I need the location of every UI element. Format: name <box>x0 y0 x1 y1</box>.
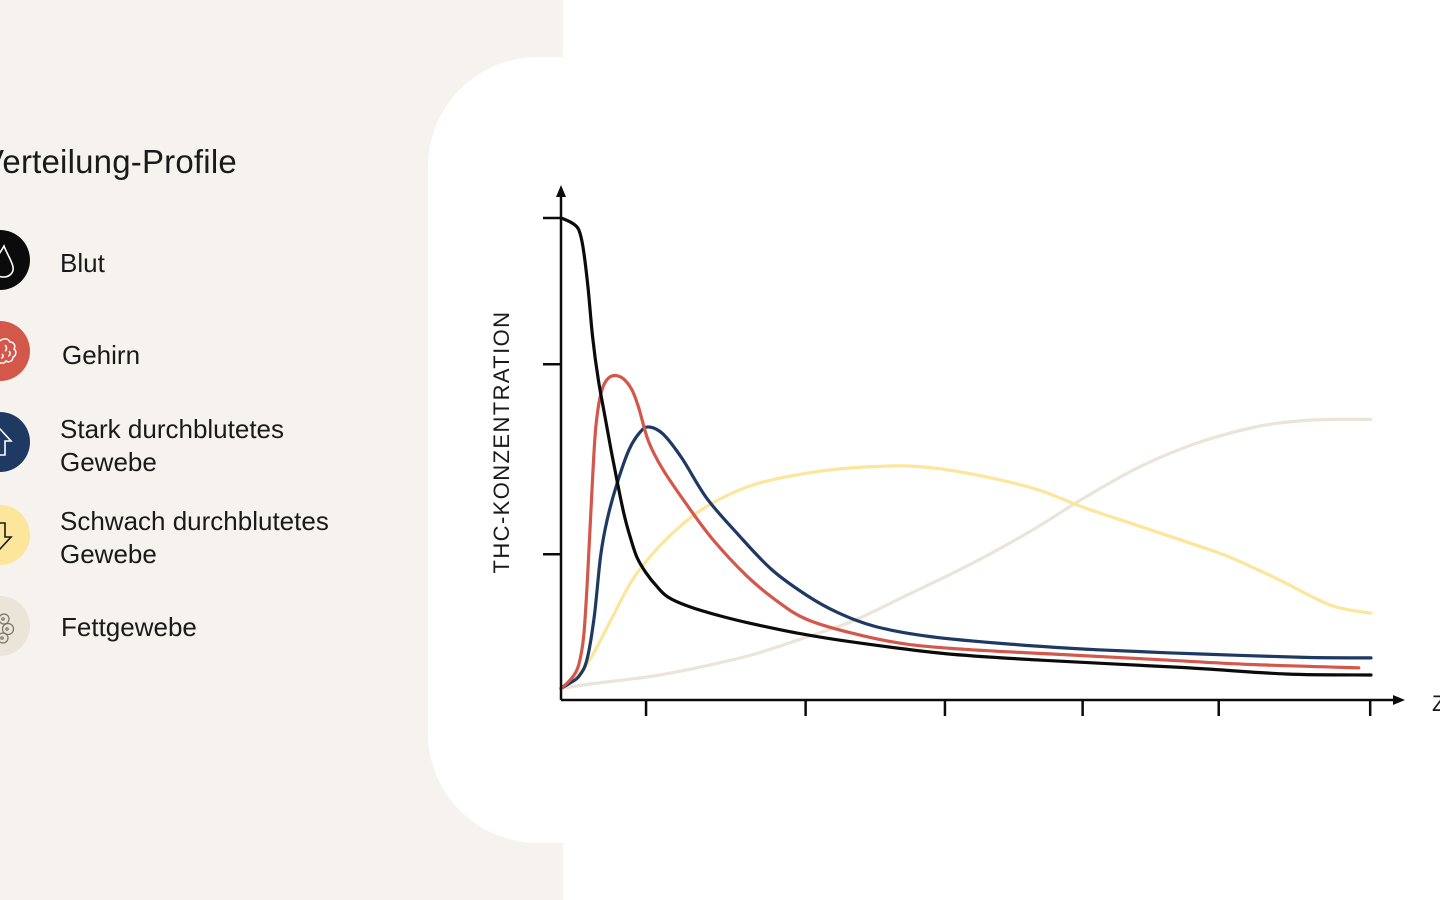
legend-item-fat-tissue: Fettgewebe <box>0 596 420 660</box>
y-axis-label: THC-KONZENTRATION <box>489 311 514 574</box>
series-layer <box>559 216 1373 690</box>
brain-icon <box>0 321 30 381</box>
series-line-2 <box>559 425 1373 690</box>
arrow-up-icon <box>0 412 30 472</box>
series-line-3 <box>559 464 1373 690</box>
legend-label-highly-perfused: Stark durchblutetes Gewebe <box>60 414 285 477</box>
legend-title: Verteilung-Profile <box>0 143 237 180</box>
legend-label-brain: Gehirn <box>62 340 141 370</box>
chart-card <box>428 57 1440 843</box>
fat-cells-icon <box>0 596 30 656</box>
drop-icon <box>0 230 30 290</box>
series-line-1 <box>559 373 1361 690</box>
arrow-down-icon <box>0 505 30 565</box>
legend-item-highly-perfused: Stark durchblutetes Gewebe <box>0 412 420 477</box>
y-axis-arrow <box>556 185 566 197</box>
legend-label-blood: Blut <box>60 248 105 278</box>
legend-item-brain: Gehirn <box>0 321 420 385</box>
legend-label-fat-tissue: Fettgewebe <box>61 612 197 642</box>
series-line-0 <box>559 216 1373 677</box>
x-axis-label: Z <box>1432 691 1440 716</box>
series-line-4 <box>559 417 1373 690</box>
x-axis-arrow <box>1393 695 1405 705</box>
axis-layer <box>543 185 1405 716</box>
legend-item-blood: Blut <box>0 230 420 294</box>
legend-label-poorly-perfused: Schwach durchblutetes Gewebe <box>60 506 329 569</box>
legend-item-poorly-perfused: Schwach durchblutetes Gewebe <box>0 505 420 569</box>
